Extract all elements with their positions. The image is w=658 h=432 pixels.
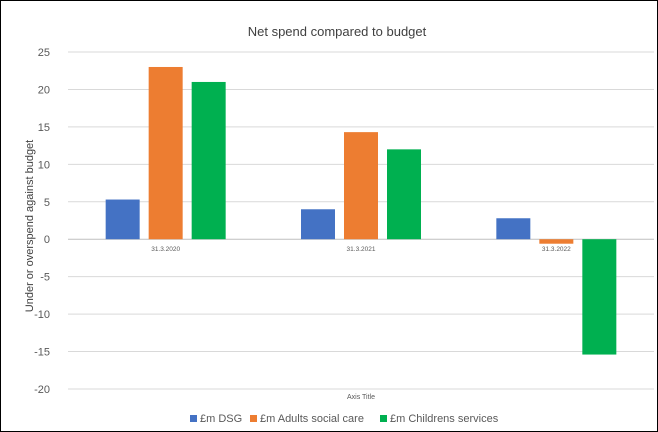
legend-label: £m Adults social care: [260, 413, 364, 425]
y-tick-label: 5: [44, 197, 50, 209]
legend: £m DSG £m Adults social care £m Childrens …: [190, 413, 499, 425]
chart-title: Net spend compared to budget: [248, 24, 427, 39]
legend-item: £m DSG: [190, 413, 242, 425]
bars: [105, 66, 617, 355]
y-tick-label: -10: [34, 309, 50, 321]
x-tick-label: 31.3.2021: [347, 246, 376, 253]
x-tick-labels: 31.3.2020 31.3.2021 31.3.2022: [151, 246, 571, 253]
y-tick-label: -5: [40, 272, 50, 284]
legend-swatch: [250, 415, 257, 422]
y-tick-label: -15: [34, 347, 50, 359]
bar: [191, 81, 226, 240]
bar: [582, 239, 617, 355]
y-axis-title: Under or overspend against budget: [24, 140, 36, 312]
x-axis-title: Axis Title: [347, 394, 375, 401]
bar: [387, 149, 421, 240]
bar: [105, 199, 140, 240]
bar: [148, 66, 183, 240]
legend-swatch: [380, 415, 387, 422]
y-tick-label: 25: [38, 47, 50, 59]
x-tick-label: 31.3.2022: [542, 246, 571, 253]
bar: [539, 239, 574, 244]
y-tick-label: 0: [44, 234, 50, 246]
y-tick-label: -20: [34, 384, 50, 396]
y-tick-label: 10: [38, 159, 50, 171]
bar: [301, 209, 335, 240]
y-tick-labels: 25 20 15 10 5 0 -5 -10 -15 -20: [34, 47, 50, 396]
bar: [496, 218, 531, 240]
bar: [344, 132, 378, 240]
legend-label: £m DSG: [200, 413, 242, 425]
x-tick-label: 31.3.2020: [151, 246, 180, 253]
legend-label: £m Childrens services: [390, 413, 499, 425]
y-tick-label: 20: [38, 84, 50, 96]
y-tick-label: 15: [38, 122, 50, 134]
legend-item: £m Childrens services: [380, 413, 499, 425]
legend-item: £m Adults social care: [250, 413, 364, 425]
legend-swatch: [190, 415, 197, 422]
